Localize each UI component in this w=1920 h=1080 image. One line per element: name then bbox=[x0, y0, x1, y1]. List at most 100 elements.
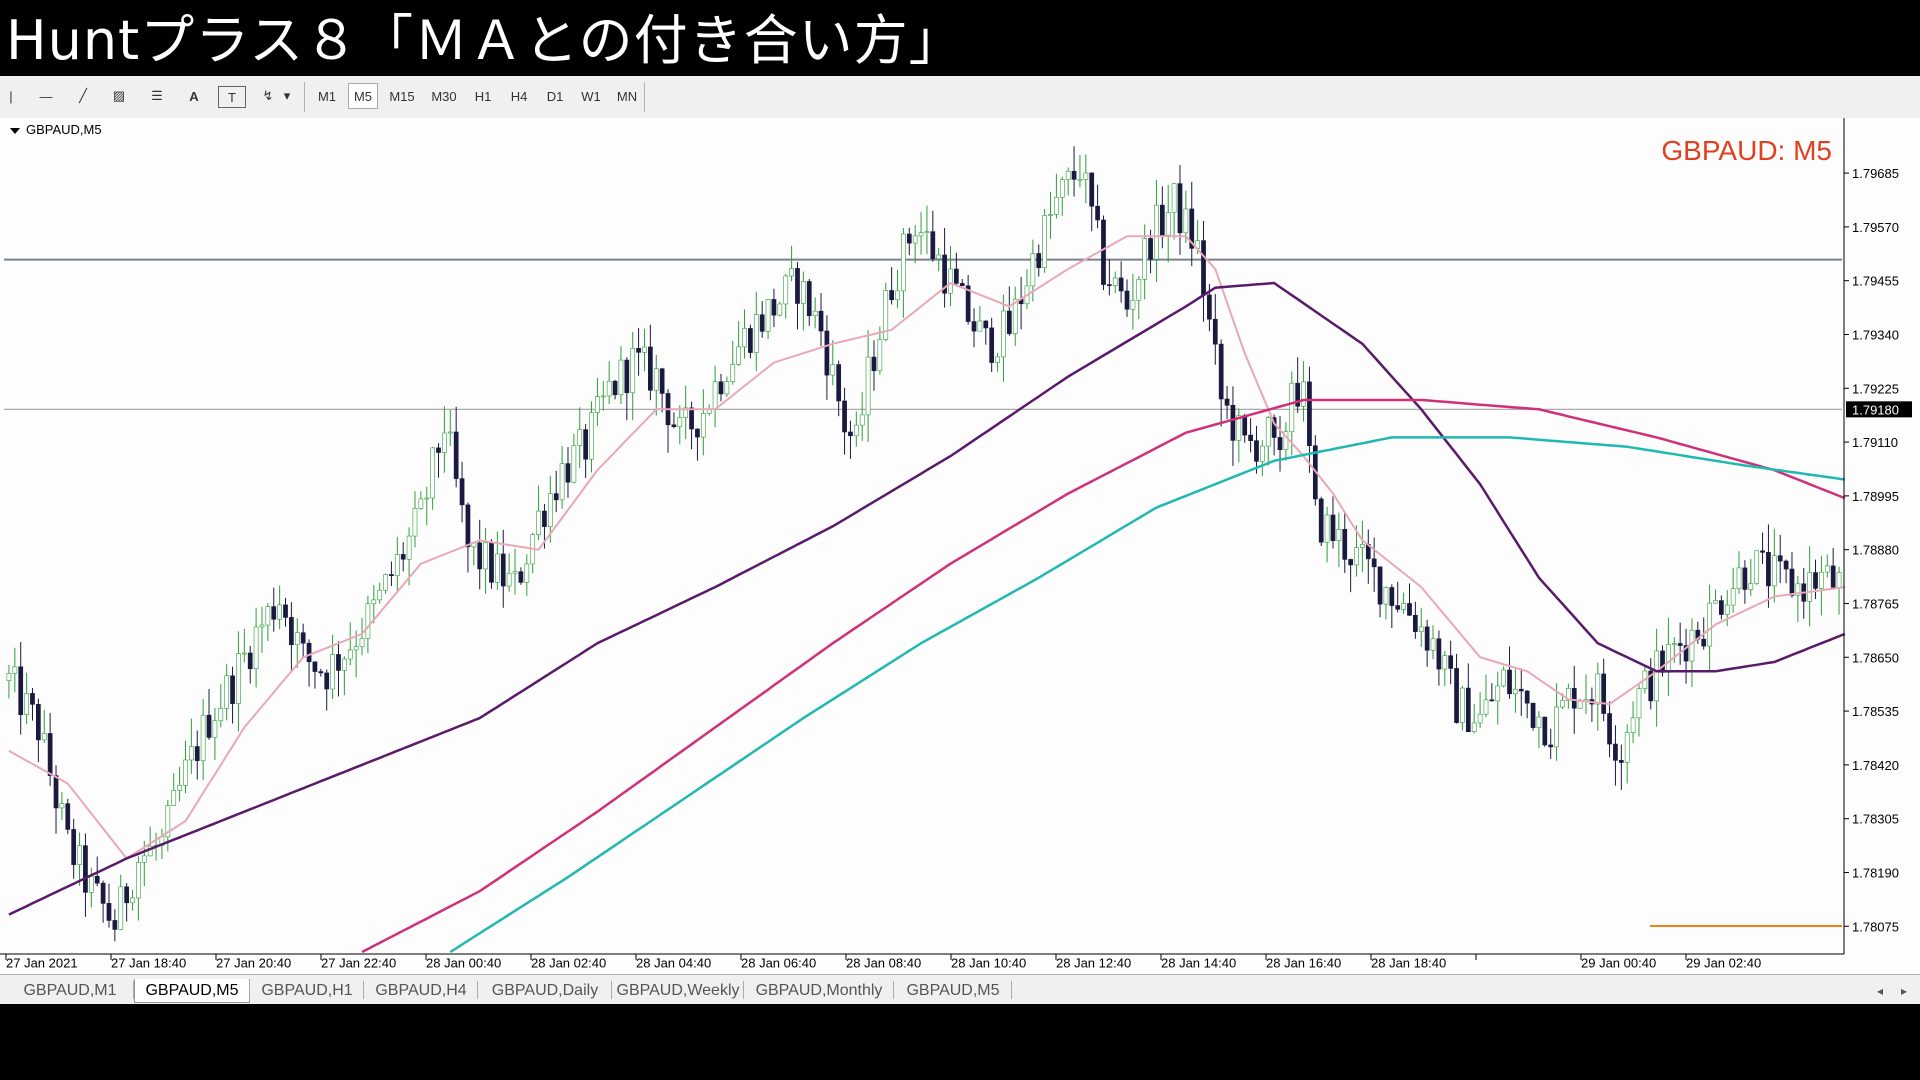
candle-body bbox=[1813, 572, 1818, 589]
candle-body bbox=[59, 803, 65, 809]
timeframe-button-m1[interactable]: M1 bbox=[317, 88, 337, 104]
trendline-icon[interactable]: ╱ bbox=[79, 88, 87, 103]
candle-body bbox=[1607, 713, 1612, 745]
candle-body bbox=[1095, 205, 1100, 221]
video-bottom-bar bbox=[0, 1004, 1920, 1080]
time-tick-label: 28 Jan 04:40 bbox=[636, 955, 711, 970]
dropdown-arrow-icon[interactable]: ▾ bbox=[283, 88, 291, 103]
candle-body bbox=[1006, 310, 1012, 334]
moving-average-slow-line[interactable] bbox=[361, 398, 1846, 954]
candle-body bbox=[1048, 214, 1053, 216]
chart-tab[interactable]: GBPAUD,H1 bbox=[261, 982, 353, 999]
timeframe-button-d1[interactable]: D1 bbox=[546, 88, 564, 104]
candle-body bbox=[347, 649, 353, 660]
tab-scroll-left-icon[interactable]: ◂ bbox=[1876, 984, 1884, 998]
candle-body bbox=[1424, 626, 1430, 651]
candle-body bbox=[595, 396, 600, 413]
candle-body bbox=[495, 553, 500, 583]
candle-body bbox=[241, 652, 247, 655]
price-chart[interactable]: 1.79685 1.79570 1.79455 1.79340 1.79225 1.791… bbox=[0, 118, 1920, 974]
candle-body bbox=[1230, 404, 1236, 441]
price-tick-label: 1.78535 bbox=[1852, 704, 1899, 719]
video-title: Huntプラス８「ＭＡとの付き合い方」 bbox=[6, 9, 964, 72]
candle-body bbox=[842, 400, 847, 433]
candle-body bbox=[1460, 687, 1465, 723]
timeframe-button-h1[interactable]: H1 bbox=[474, 88, 492, 104]
candle-body bbox=[377, 589, 383, 601]
candle-body bbox=[1389, 587, 1395, 606]
candle-body bbox=[1324, 514, 1330, 543]
candle-body bbox=[1730, 588, 1736, 606]
candle-body bbox=[1336, 529, 1342, 541]
chart-tab[interactable]: GBPAUD,Weekly bbox=[616, 982, 740, 999]
arrows-icon[interactable]: ↯ bbox=[262, 88, 274, 103]
text-icon[interactable]: A bbox=[189, 88, 199, 104]
vertical-line-icon[interactable]: | bbox=[9, 88, 13, 104]
timeframe-button-m30[interactable]: M30 bbox=[431, 88, 457, 104]
candle-body bbox=[577, 429, 583, 446]
candle-body bbox=[177, 784, 182, 791]
candle-body bbox=[636, 348, 641, 353]
candle-body bbox=[1495, 685, 1501, 702]
candle-body bbox=[1236, 415, 1242, 441]
candle-body bbox=[1212, 318, 1218, 345]
candle-body bbox=[400, 554, 406, 560]
current-price-tag bbox=[1846, 401, 1912, 418]
candle-body bbox=[1059, 179, 1065, 198]
chart-tab[interactable]: GBPAUD,Monthly bbox=[755, 982, 883, 999]
chart-menu-arrow-icon[interactable] bbox=[10, 128, 20, 134]
candle-body bbox=[12, 666, 18, 674]
timeframe-button-m15[interactable]: M15 bbox=[389, 88, 415, 104]
timeframe-button-w1[interactable]: W1 bbox=[581, 88, 601, 104]
chart-tab[interactable]: GBPAUD,H4 bbox=[375, 982, 467, 999]
moving-average-slowest-line[interactable] bbox=[449, 436, 1846, 954]
chart-tab[interactable]: GBPAUD,M5 bbox=[134, 979, 250, 1003]
horizontal-line-icon[interactable]: — bbox=[39, 88, 53, 104]
candle-body bbox=[1042, 215, 1047, 269]
candle-body bbox=[1318, 498, 1324, 543]
tab-scroll-right-icon[interactable]: ▸ bbox=[1900, 984, 1908, 998]
moving-average-mid-line[interactable] bbox=[8, 281, 1846, 916]
candle-body bbox=[1595, 673, 1601, 705]
moving-average-fast-line[interactable] bbox=[8, 235, 1846, 860]
candle-body bbox=[112, 920, 118, 930]
candle-body bbox=[371, 599, 377, 605]
candle-body bbox=[312, 661, 318, 672]
candle-body bbox=[1542, 716, 1548, 746]
candle-body bbox=[724, 381, 730, 395]
chart-tab[interactable]: GBPAUD,M1 bbox=[23, 982, 117, 999]
text-label-icon[interactable]: T bbox=[218, 86, 246, 108]
candle-body bbox=[689, 407, 694, 430]
tab-separator bbox=[1011, 981, 1012, 999]
candle-body bbox=[88, 875, 94, 893]
time-tick-label: 27 Jan 20:40 bbox=[216, 955, 291, 970]
chart-tab[interactable]: GBPAUD,M5 bbox=[906, 982, 1000, 999]
fibonacci-icon[interactable]: ☰ bbox=[151, 88, 163, 103]
candle-body bbox=[718, 381, 724, 395]
candle-body bbox=[342, 658, 347, 671]
candle-body bbox=[906, 233, 912, 244]
candle-body bbox=[1618, 760, 1624, 763]
candle-body bbox=[318, 671, 324, 674]
candle-body bbox=[630, 348, 636, 394]
price-tick-label: 1.79110 bbox=[1852, 435, 1898, 450]
candle-body bbox=[41, 733, 47, 741]
candle-body bbox=[171, 790, 177, 806]
candle-body bbox=[653, 368, 659, 391]
timeframe-button-mn[interactable]: MN bbox=[616, 88, 638, 104]
candle-body bbox=[277, 604, 282, 620]
chart-window-label: GBPAUD,M5 bbox=[26, 122, 102, 137]
timeframe-button-m5[interactable]: M5 bbox=[348, 83, 378, 109]
chart-tab[interactable]: GBPAUD,Daily bbox=[491, 982, 599, 999]
timeframe-button-h4[interactable]: H4 bbox=[510, 88, 528, 104]
candle-body bbox=[1719, 600, 1724, 615]
candle-body bbox=[642, 346, 647, 353]
channel-icon[interactable]: ▨ bbox=[112, 88, 126, 103]
chart-window[interactable]: 1.79685 1.79570 1.79455 1.79340 1.79225 1.791… bbox=[0, 118, 1920, 974]
candle-body bbox=[306, 642, 312, 663]
candle-body bbox=[901, 233, 906, 292]
candle-body bbox=[1448, 655, 1454, 669]
candle-body bbox=[436, 447, 441, 453]
candle-body bbox=[1283, 431, 1289, 451]
candle-body bbox=[559, 463, 565, 501]
